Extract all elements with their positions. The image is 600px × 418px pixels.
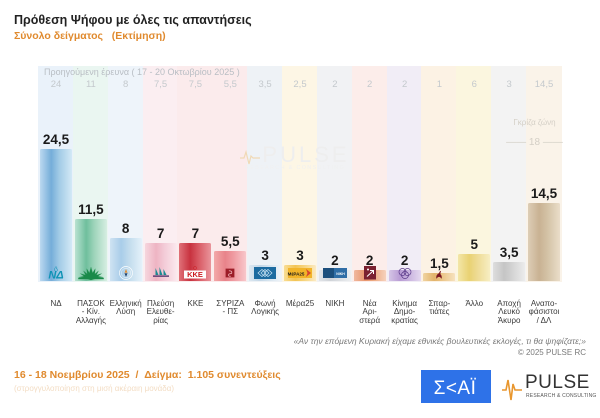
svg-text:ΜέΡΑ25: ΜέΡΑ25: [288, 272, 305, 277]
svg-text:Σ<ΑΪ: Σ<ΑΪ: [434, 378, 477, 399]
svg-text:ΝΙΚΗ: ΝΙΚΗ: [336, 272, 345, 276]
svg-text:KKE: KKE: [187, 270, 203, 279]
